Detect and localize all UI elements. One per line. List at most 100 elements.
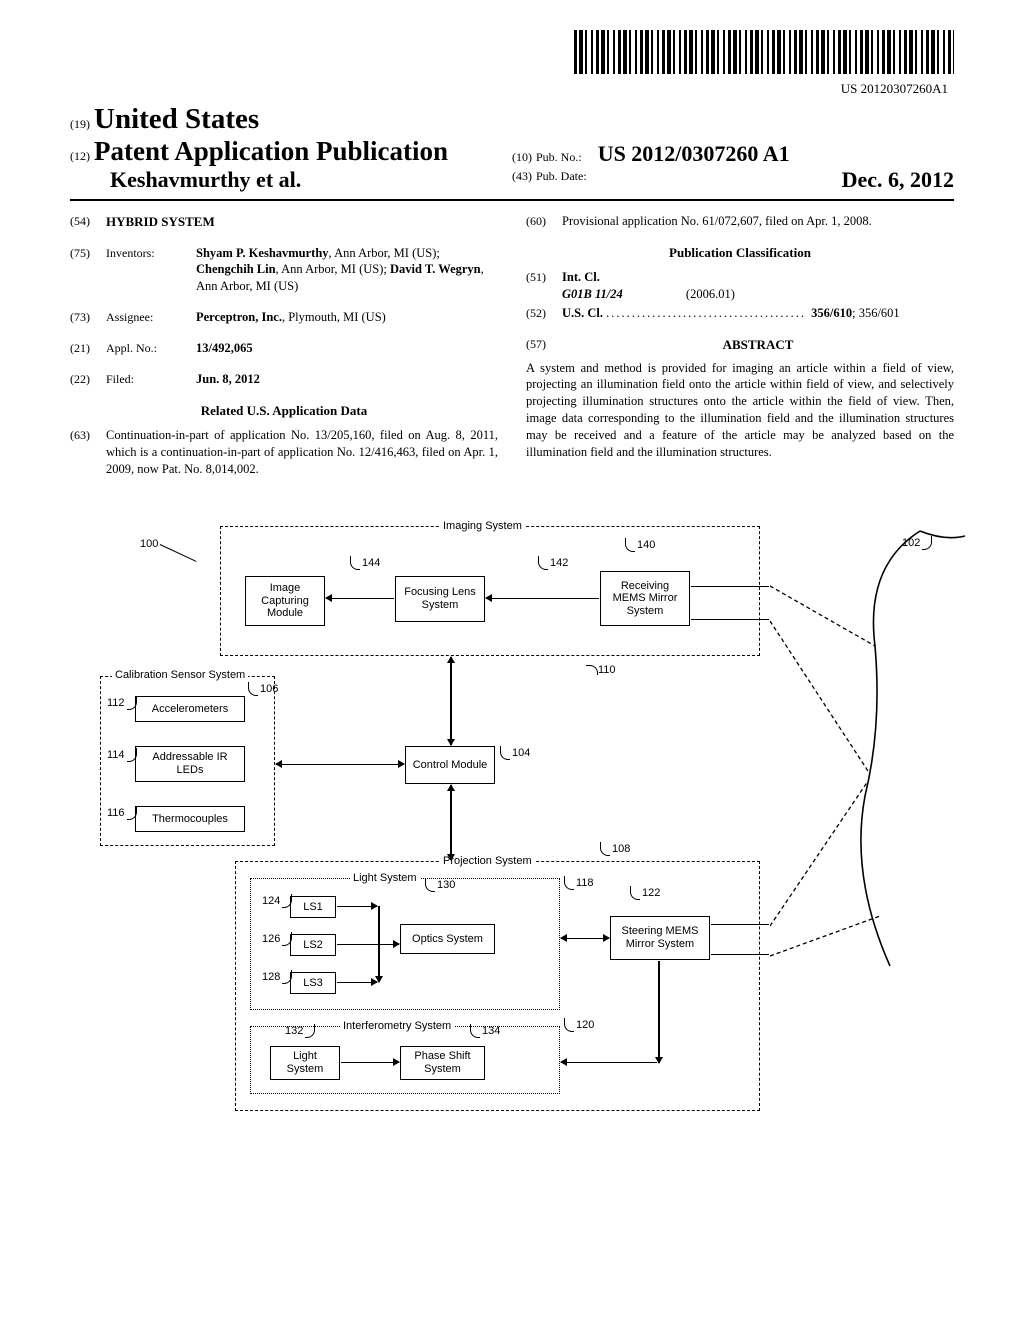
phase-shift-box: Phase Shift System [400,1046,485,1080]
filed-value: Jun. 8, 2012 [196,371,498,388]
ref-108: 108 [600,842,630,856]
arrow-optics-steering [561,938,609,940]
ref-134: 134 [470,1024,500,1038]
field-22-num: (22) [70,371,106,388]
uscl-dots: ....................................... [606,306,811,320]
arrow-control-projection [450,785,452,860]
inventors-value: Shyam P. Keshavmurthy , Ann Arbor, MI (US… [196,245,498,296]
calibration-label: Calibration Sensor System [112,669,248,681]
ref-128: 128 [262,970,292,984]
assignee-label: Assignee: [106,309,196,326]
bibliographic-columns: (54) HYBRID SYSTEM (75) Inventors: Shyam… [70,213,954,492]
uscl-rest: ; 356/601 [852,306,900,320]
field-73-num: (73) [70,309,106,326]
ls1-box: LS1 [290,896,336,918]
arrow-lens-to-capture [326,598,394,600]
arrow-ls1 [337,906,377,908]
ref-100: 100 [140,538,200,550]
interferometry-label: Interferometry System [340,1020,454,1032]
uscl-label: U.S. Cl. [562,306,603,320]
right-column: (60) Provisional application No. 61/072,… [526,213,954,492]
ref-104: 104 [500,746,530,760]
inventors-label: Inventors: [106,245,196,296]
ref-124: 124 [262,894,292,908]
ray-connector-top [691,586,769,587]
country: United States [94,103,259,135]
ref-140: 140 [625,538,655,552]
thermocouples-box: Thermocouples [135,806,245,832]
abstract-label: ABSTRACT [562,336,954,354]
ref-112: 112 [107,696,137,710]
ray-connector-bot [711,924,769,925]
ref-106: 106 [248,682,278,696]
classification-header: Publication Classification [526,244,954,262]
pubno-num: (10) [512,150,532,164]
arrow-mems-to-lens [486,598,599,600]
ray-connector-bot2 [711,954,769,955]
ref-120: 120 [564,1018,594,1032]
arrow-steering-interf [561,1062,657,1064]
field-54-num: (54) [70,213,106,231]
pubdate-num: (43) [512,169,532,183]
inventor-1-name: Shyam P. Keshavmurthy [196,246,329,260]
applno-label: Appl. No.: [106,340,196,357]
field-12-num: (12) [70,149,90,163]
field-51-num: (51) [526,269,562,303]
arrow-ls3 [337,982,377,984]
ref-126: 126 [262,932,292,946]
steering-mems-box: Steering MEMS Mirror System [610,916,710,960]
ray-connector-top2 [691,619,769,620]
invention-title: HYBRID SYSTEM [106,213,215,231]
accelerometers-box: Accelerometers [135,696,245,722]
uscl-bold: 356/610 [811,306,852,320]
pubno-label: Pub. No.: [536,150,582,164]
field-57-num: (57) [526,336,562,354]
continuation-text: Continuation-in-part of application No. … [106,427,498,478]
filed-label: Filed: [106,371,196,388]
uscl-value: U.S. Cl. ...............................… [562,305,954,322]
ref-122: 122 [630,886,660,900]
light-system2-box: Light System [270,1046,340,1080]
ref-110: 110 [586,664,616,676]
intcl-code: G01B 11/24 [562,287,623,301]
field-21-num: (21) [70,340,106,357]
inventor-2-loc: , Ann Arbor, MI (US); [276,262,390,276]
optics-system-box: Optics System [400,924,495,954]
field-19-num: (19) [70,117,90,131]
header-rule [70,199,954,201]
inventor-3-name: David T. Wegryn [390,262,481,276]
left-column: (54) HYBRID SYSTEM (75) Inventors: Shyam… [70,213,498,492]
provisional-text: Provisional application No. 61/072,607, … [562,213,954,230]
ref-116: 116 [107,806,137,820]
control-module-box: Control Module [405,746,495,784]
pubdate-label: Pub. Date: [536,169,587,183]
figure-1: Imaging System Image Capturing Module Fo… [70,516,954,1126]
barcode-area: US 20120307260A1 [70,30,954,97]
applno-value: 13/492,065 [196,340,498,357]
assignee-loc: , Plymouth, MI (US) [282,310,386,324]
intcl-label: Int. Cl. [562,269,954,286]
ref-130: 130 [425,878,455,892]
assignee-value: Perceptron, Inc., Plymouth, MI (US) [196,309,498,326]
receiving-mems-box: Receiving MEMS Mirror System [600,571,690,626]
arrow-calib-control [276,764,404,766]
assignee-name: Perceptron, Inc. [196,310,282,324]
ref-102: 102 [902,536,932,550]
image-capturing-box: Image Capturing Module [245,576,325,626]
light-system-label: Light System [350,872,420,884]
ls2-box: LS2 [290,934,336,956]
steering-down-line [658,961,660,1063]
ref-118: 118 [564,876,594,890]
field-63-num: (63) [70,427,106,478]
ls-merge-line [378,906,380,982]
field-52-num: (52) [526,305,562,322]
intcl-date: (2006.01) [686,287,735,301]
ls3-box: LS3 [290,972,336,994]
arrow-imaging-control [450,657,452,745]
field-60-num: (60) [526,213,562,230]
related-data-header: Related U.S. Application Data [70,402,498,420]
ref-144: 144 [350,556,380,570]
ref-142: 142 [538,556,568,570]
article-surface [770,526,970,976]
addressable-ir-box: Addressable IR LEDs [135,746,245,782]
